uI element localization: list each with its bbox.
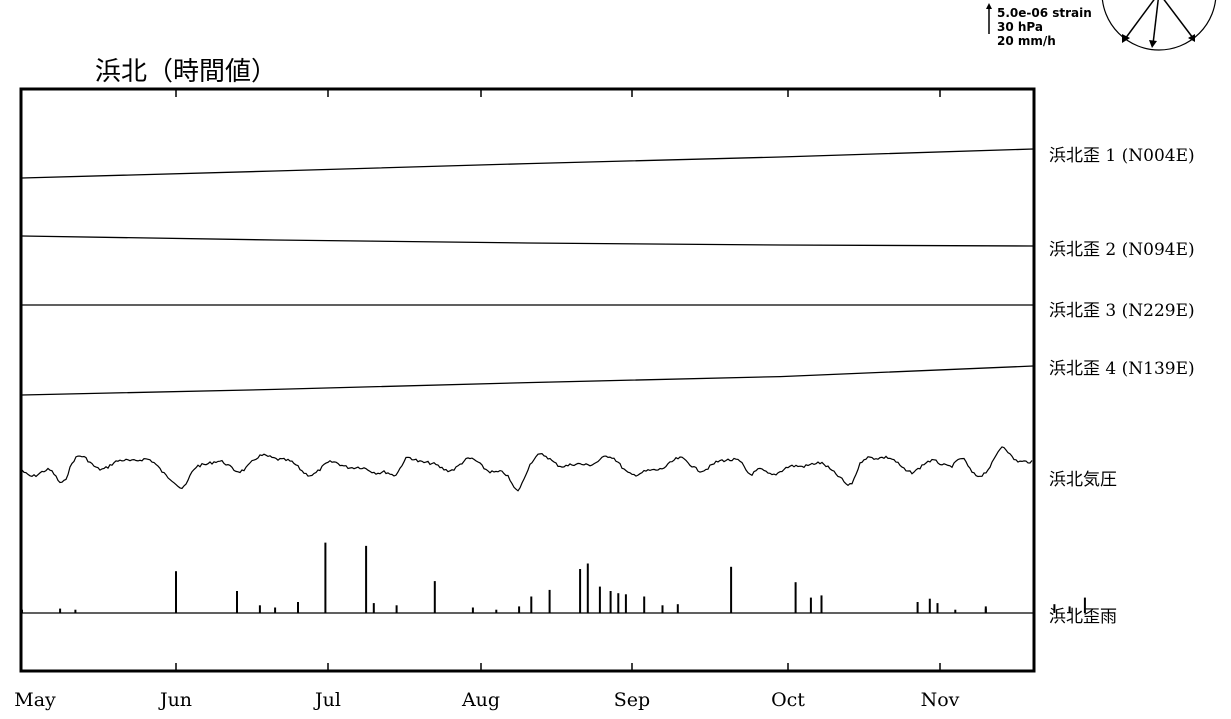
series-label-rain: 浜北歪雨: [1049, 607, 1117, 627]
month-tick-labels: May Jun Jul Aug Sep Oct Nov: [14, 689, 959, 711]
rain-bars: [21, 542, 1086, 613]
rose-arrow-n139e: [1163, 0, 1194, 39]
series-lines: [21, 148, 1034, 614]
series-line-strain1: [21, 148, 1034, 179]
series-label-strain2: 浜北歪 2 (N094E): [1049, 240, 1195, 260]
month-ticks: [175, 89, 941, 671]
series-label-strain3: 浜北歪 3 (N229E): [1049, 301, 1195, 321]
tick-label-may: May: [14, 689, 56, 711]
tick-label-oct: Oct: [771, 689, 805, 711]
legend: 浜北歪 1 (N004E) 浜北歪 2 (N094E) 浜北歪 3 (N229E…: [1049, 146, 1195, 627]
plot-frame: [19, 87, 1036, 673]
scale-arrow-icon: [986, 3, 992, 9]
orientation-rose-icon: [1101, 0, 1217, 51]
series-label-strain1: 浜北歪 1 (N004E): [1049, 146, 1195, 166]
tick-label-jun: Jun: [158, 689, 192, 711]
tick-label-nov: Nov: [921, 689, 960, 711]
series-label-strain4: 浜北歪 4 (N139E): [1049, 359, 1195, 379]
rose-arrowhead-icon: [1122, 34, 1130, 43]
chart-title: 浜北（時間値）: [95, 57, 277, 87]
scale-rain-label: 20 mm/h: [997, 34, 1056, 48]
series-line-pressure: [21, 446, 1033, 492]
series-label-pressure: 浜北気圧: [1049, 470, 1117, 490]
rose-arrow-n004e: [1152, 0, 1159, 45]
rose-circle: [1101, 0, 1217, 51]
tick-label-jul: Jul: [313, 689, 341, 711]
series-line-strain4: [21, 365, 1034, 396]
tick-label-sep: Sep: [614, 689, 650, 711]
rose-arrowhead-icon: [1149, 40, 1157, 48]
series-line-strain2: [21, 235, 1034, 247]
scale-strain-label: 5.0e-06 strain: [997, 6, 1092, 20]
scale-pressure-label: 30 hPa: [997, 20, 1043, 34]
scale-legend: 5.0e-06 strain 30 hPa 20 mm/h: [986, 3, 1092, 48]
rose-arrow-n229e: [1124, 0, 1155, 40]
tick-label-aug: Aug: [461, 689, 500, 711]
rose-arrowhead-icon: [1188, 34, 1195, 42]
